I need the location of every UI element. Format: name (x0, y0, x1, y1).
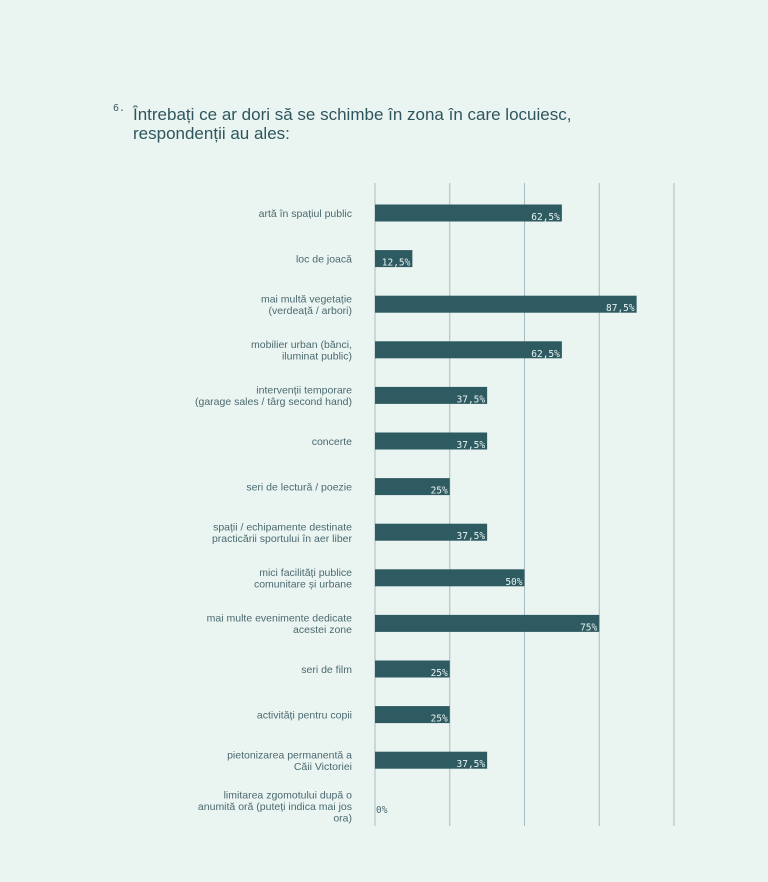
bar (375, 341, 562, 359)
bar-value-label: 25% (431, 668, 448, 679)
bar (375, 523, 488, 541)
bar (375, 204, 562, 222)
category-label: seri de film (301, 664, 352, 676)
category-label-line: activități pentru copii (257, 710, 352, 722)
bar-value-label: 37,5% (457, 759, 486, 770)
category-label-line: comunitare și urbane (254, 579, 352, 591)
bar (375, 478, 450, 496)
category-label: mai multe evenimente dedicate acestei zon… (207, 613, 352, 637)
bar (375, 706, 450, 724)
category-label-line: limitarea zgomotului după o (224, 789, 353, 801)
bar (375, 751, 488, 769)
category-label: artă în spațiul public (259, 208, 352, 220)
bar-value-label: 12,5% (382, 258, 411, 269)
bar (375, 386, 488, 404)
category-label: mai multă vegetație (verdeață / arbori) (261, 293, 352, 317)
category-label-line: iluminat public) (282, 351, 352, 363)
chart-title-line-2: respondenții au ales: (133, 124, 290, 143)
category-label-line: pietonizarea permanentă a (227, 749, 352, 761)
category-label-line: intervenții temporare (256, 385, 352, 397)
category-label: concerte (312, 436, 352, 448)
bar-value-label: 62,5% (531, 349, 560, 360)
category-label-line: mai multe evenimente dedicate (207, 613, 352, 625)
bar-value-label: 0% (376, 805, 388, 816)
category-label: pietonizarea permanentă a Căii Victoriei (227, 749, 352, 773)
category-label-line: seri de lectură / poezie (246, 482, 352, 494)
question-number: 6. (113, 103, 126, 114)
category-label-line: artă în spațiul public (259, 208, 352, 220)
category-label: mici facilități publice comunitare și urb… (254, 567, 352, 591)
category-label-line: acestei zone (293, 624, 352, 636)
category-label: activități pentru copii (257, 710, 352, 722)
bar-value-label: 62,5% (531, 212, 560, 223)
category-label-line: ora) (333, 812, 352, 824)
chart-title: Întrebați ce ar dori să se schimbe în zo… (133, 105, 572, 143)
category-label-line: (verdeață / arbori) (269, 305, 352, 317)
category-label-line: anumită oră (puteți indica mai jos (198, 801, 352, 813)
category-label: mobilier urban (bănci, iluminat public) (251, 339, 352, 363)
category-label: loc de joacă (296, 254, 352, 266)
category-label-line: loc de joacă (296, 254, 352, 266)
category-label-line: (garage sales / târg second hand) (195, 396, 352, 408)
category-label-line: seri de film (301, 664, 352, 676)
bar-value-label: 37,5% (457, 531, 486, 542)
bar-value-label: 75% (580, 622, 597, 633)
bar-value-label: 37,5% (457, 394, 486, 405)
bar-value-label: 37,5% (457, 440, 486, 451)
bar-value-label: 87,5% (606, 303, 635, 314)
category-label-line: mobilier urban (bănci, (251, 339, 352, 351)
category-label-line: concerte (312, 436, 352, 448)
category-label: limitarea zgomotului după o anumită oră (… (198, 789, 352, 824)
category-label-line: mai multă vegetație (261, 293, 352, 305)
category-label: intervenții temporare (garage sales / târ… (195, 385, 352, 409)
chart-title-line-1: Întrebați ce ar dori să se schimbe în zo… (133, 105, 572, 124)
category-label: spații / echipamente destinate practicări… (212, 521, 353, 545)
bar-value-label: 25% (431, 714, 448, 725)
bar (375, 432, 488, 450)
bar-value-label: 25% (431, 486, 448, 497)
category-label-line: spații / echipamente destinate (213, 521, 352, 533)
bar (375, 250, 413, 268)
bar (375, 295, 637, 313)
bar (375, 614, 600, 632)
category-label: seri de lectură / poezie (246, 482, 352, 494)
category-label-line: practicării sportului în aer liber (212, 533, 353, 545)
bar (375, 660, 450, 678)
bar (375, 569, 525, 587)
category-label-line: mici facilități publice (259, 567, 352, 579)
bar-value-label: 50% (505, 577, 522, 588)
category-label-line: Căii Victoriei (294, 761, 352, 773)
